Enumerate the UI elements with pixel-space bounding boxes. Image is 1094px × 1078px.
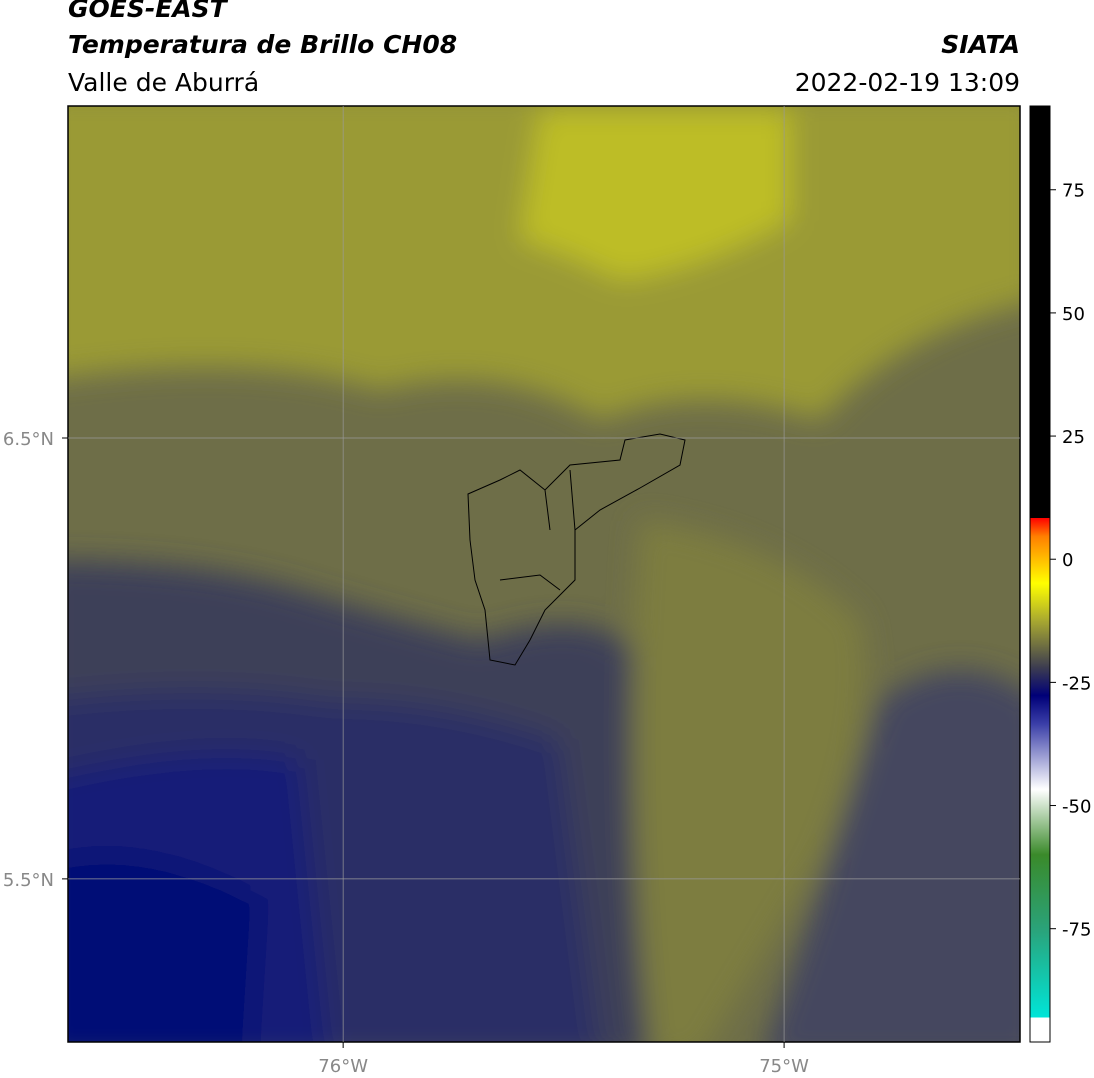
lat-tick-label: 6.5°N [3,429,54,450]
region: Valle de Aburrá [68,68,260,97]
title: GOES-EAST [68,0,227,23]
colorbar-tick-label: -75 [1062,920,1091,941]
colorbar-tick-label: 0 [1062,550,1073,571]
map-frame [67,105,1021,1043]
colorbar [1029,105,1051,1043]
source: SIATA [941,30,1020,59]
colorbar-tick-label: 25 [1062,427,1085,448]
colorbar-tick-label: 50 [1062,304,1085,325]
lon-tick-label: 76°W [318,1056,368,1077]
lat-tick-label: 5.5°N [3,870,54,891]
colorbar-tick-label: -25 [1062,673,1091,694]
lon-tick-label: 75°W [759,1056,809,1077]
colorbar-tick-label: -50 [1062,797,1091,818]
subtitle: Temperatura de Brillo CH08 [68,30,458,59]
imagery [68,106,1020,1042]
colorbar-tick-label: 75 [1062,181,1085,202]
datetime: 2022-02-19 13:09 [794,68,1020,97]
